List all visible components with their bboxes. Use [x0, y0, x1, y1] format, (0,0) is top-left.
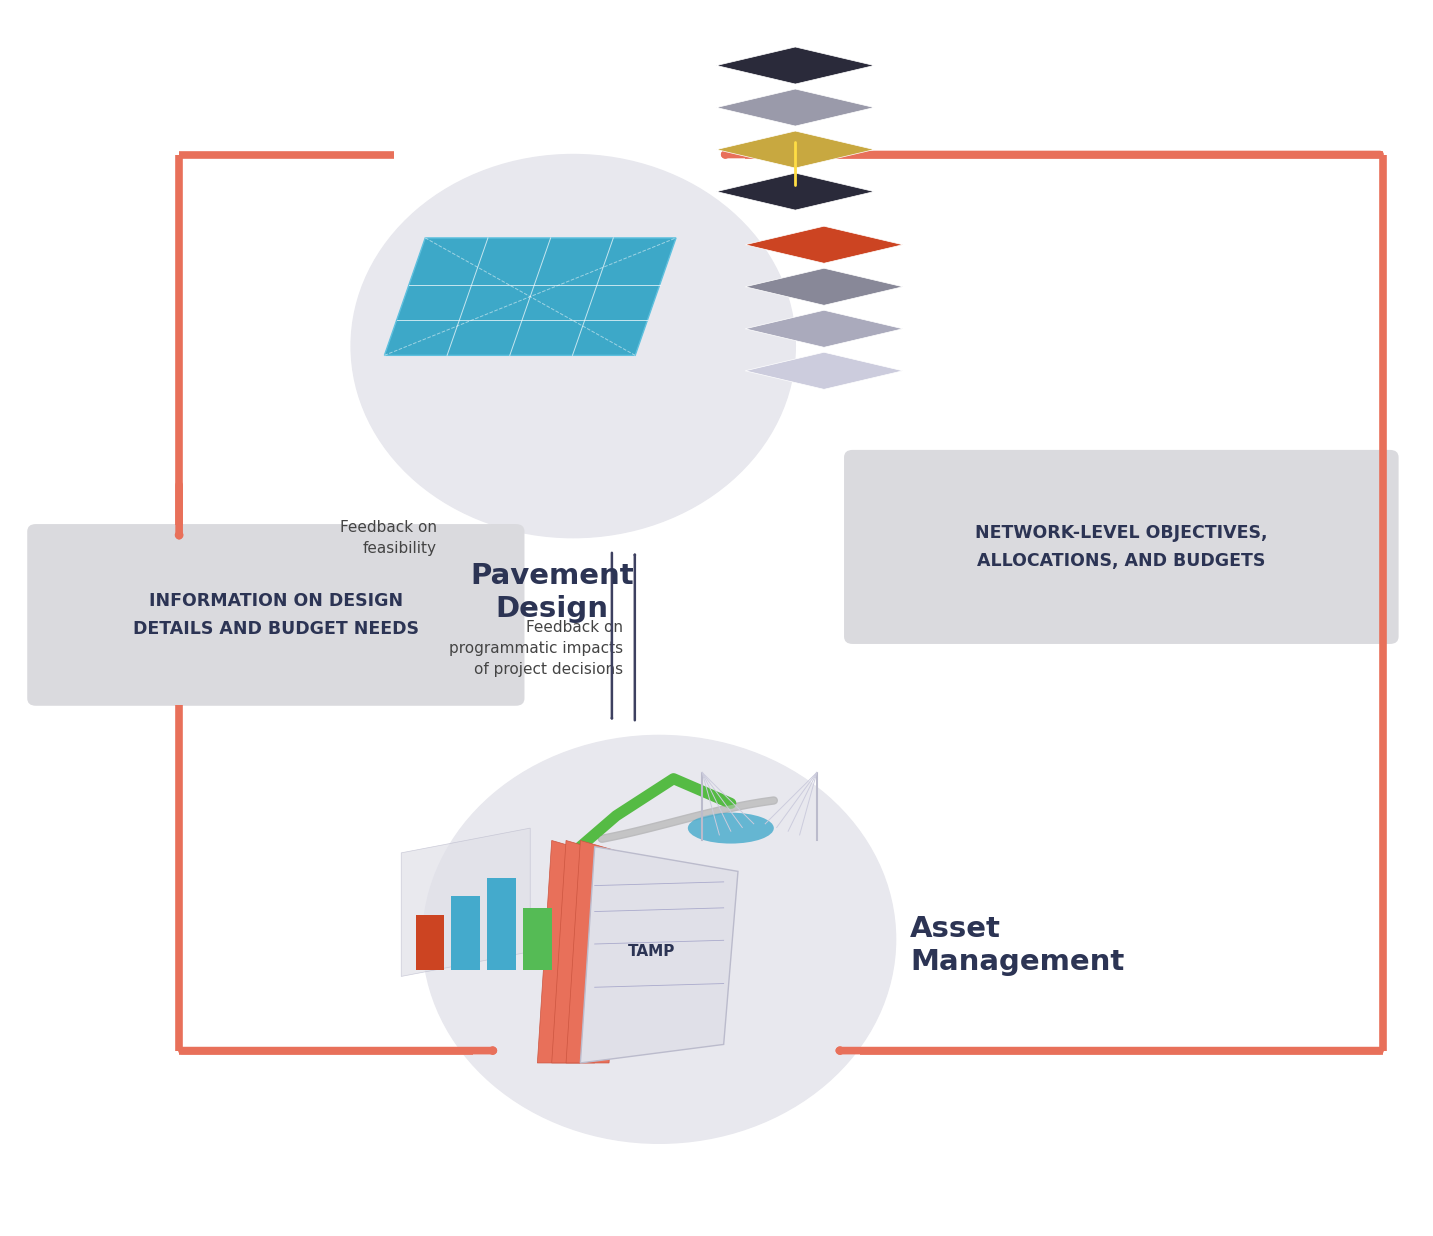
Polygon shape: [745, 310, 903, 347]
Circle shape: [423, 735, 896, 1143]
Bar: [451, 896, 480, 970]
FancyBboxPatch shape: [844, 450, 1399, 644]
Text: TAMP: TAMP: [628, 944, 676, 959]
Polygon shape: [716, 131, 874, 168]
Polygon shape: [580, 847, 738, 1063]
Bar: [523, 908, 552, 970]
FancyBboxPatch shape: [27, 524, 524, 706]
Polygon shape: [552, 840, 609, 1063]
Polygon shape: [566, 840, 623, 1063]
Ellipse shape: [688, 813, 774, 844]
Text: INFORMATION ON DESIGN
DETAILS AND BUDGET NEEDS: INFORMATION ON DESIGN DETAILS AND BUDGET…: [133, 592, 418, 638]
Polygon shape: [537, 840, 595, 1063]
Polygon shape: [745, 226, 903, 263]
Text: Asset
Management: Asset Management: [910, 916, 1125, 975]
Polygon shape: [716, 173, 874, 210]
Text: Pavement
Design: Pavement Design: [470, 562, 633, 623]
Polygon shape: [745, 352, 903, 389]
Bar: [487, 878, 516, 970]
Polygon shape: [716, 47, 874, 84]
Circle shape: [351, 154, 795, 538]
Polygon shape: [401, 828, 530, 976]
Polygon shape: [716, 89, 874, 126]
Bar: [416, 915, 444, 970]
Text: NETWORK-LEVEL OBJECTIVES,
ALLOCATIONS, AND BUDGETS: NETWORK-LEVEL OBJECTIVES, ALLOCATIONS, A…: [974, 524, 1268, 570]
Text: Feedback on
programmatic impacts
of project decisions: Feedback on programmatic impacts of proj…: [449, 620, 623, 677]
Polygon shape: [384, 239, 676, 356]
Text: Feedback on
feasibility: Feedback on feasibility: [340, 519, 437, 556]
Polygon shape: [745, 268, 903, 305]
